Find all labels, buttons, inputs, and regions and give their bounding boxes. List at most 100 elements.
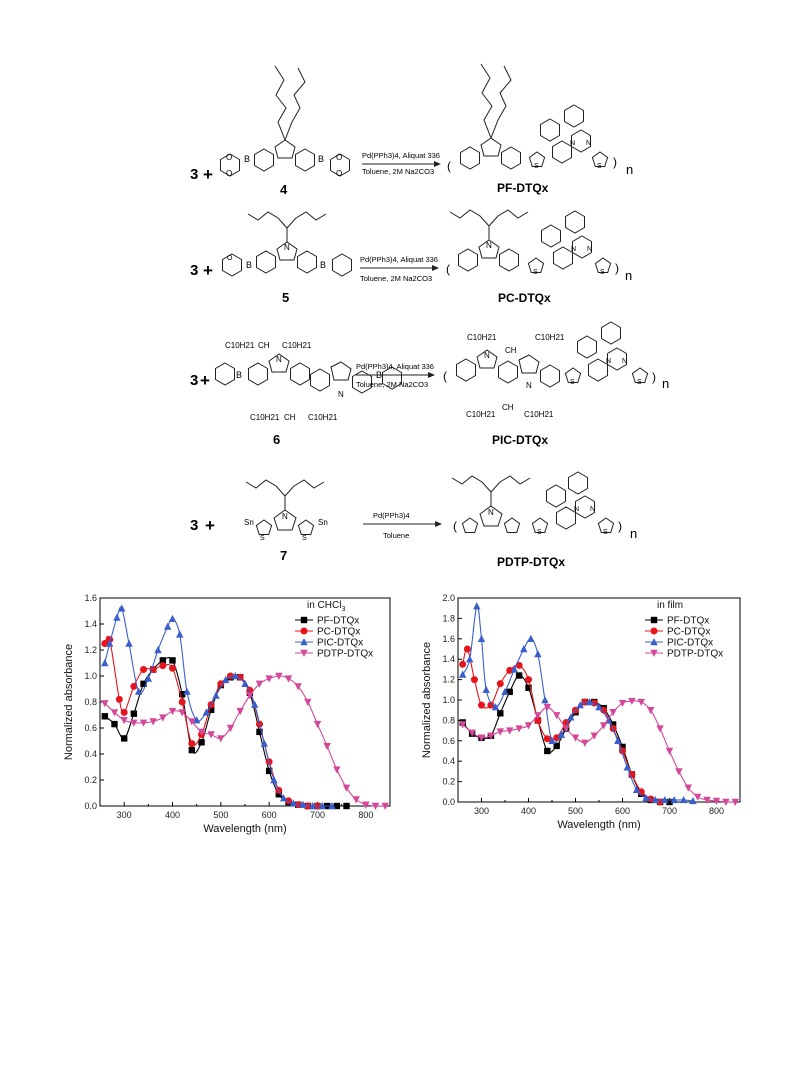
data-point — [477, 734, 486, 742]
y-tick-label: 0.2 — [442, 777, 455, 787]
data-point — [506, 727, 514, 735]
legend-entry: PC-DTQx — [295, 627, 360, 638]
data-point — [515, 725, 523, 733]
data-point — [497, 710, 504, 717]
data-point — [284, 675, 293, 683]
data-point — [731, 798, 739, 806]
reaction-1: 3 + O O B B O O 4 Pd(PPh3)4, Aliquat 336… — [190, 63, 633, 197]
reaction-conditions: Pd(PPh3)4, Aliquat 336 — [360, 255, 438, 264]
data-point — [381, 802, 389, 810]
data-point — [614, 736, 622, 744]
reaction-2: 3 + O B N B 5 Pd(PPh3)4, Aliquat 336 Tol… — [190, 209, 632, 305]
data-point — [308, 802, 317, 810]
data-point — [553, 742, 560, 750]
y-axis-label: Normalized absorbance — [421, 642, 433, 758]
data-point — [585, 698, 594, 706]
data-point — [169, 657, 176, 664]
y-tick-label: 0.6 — [442, 736, 455, 746]
data-point — [666, 798, 673, 806]
legend-entry: PF-DTQx — [295, 616, 359, 627]
legend-entry: PDTP-DTQx — [295, 649, 373, 660]
alkyl-chain: C10H21 — [250, 413, 280, 422]
y-tick-label: 2.0 — [442, 593, 455, 603]
data-point — [637, 698, 645, 707]
series-line — [462, 648, 661, 803]
legend-label: PF-DTQx — [667, 616, 709, 627]
data-point — [294, 683, 302, 691]
oxygen-atom: O — [336, 169, 342, 178]
data-point — [562, 718, 570, 726]
x-tick-label: 500 — [213, 810, 228, 820]
legend-entry: PIC-DTQx — [295, 638, 363, 649]
data-point — [600, 722, 608, 730]
legend-label: PDTP-DTQx — [667, 649, 723, 660]
alkyl-chain: C10H21 — [535, 333, 565, 342]
plus-sign: + — [203, 261, 213, 280]
nitrogen-atom: N — [484, 351, 490, 360]
bracket-left: ( — [443, 369, 447, 383]
data-point — [590, 732, 598, 740]
data-point — [689, 796, 697, 805]
data-point — [105, 639, 114, 647]
legend-title: in film — [657, 600, 683, 611]
data-point — [289, 799, 298, 807]
data-point — [525, 684, 532, 691]
y-tick-label: 0.8 — [442, 715, 455, 725]
data-point — [120, 735, 128, 742]
data-point — [534, 716, 542, 724]
reagent-3: 3 — [190, 166, 198, 183]
data-point — [333, 802, 341, 810]
data-point — [571, 734, 580, 742]
data-point — [207, 731, 215, 739]
data-point — [279, 794, 288, 802]
sulfur-atom: S — [570, 379, 575, 386]
data-point — [101, 640, 109, 647]
reaction-conditions: Toluene — [383, 531, 409, 540]
data-point — [482, 685, 490, 693]
y-tick-label: 0.4 — [84, 749, 97, 759]
data-point — [333, 766, 341, 774]
data-point — [352, 796, 360, 804]
data-point — [642, 793, 650, 802]
reaction-conditions: Pd(PPh3)4, Aliquat 336 — [362, 151, 440, 160]
tin-atom: Sn — [244, 518, 254, 527]
legend-marker — [650, 649, 658, 657]
nitrogen-atom: N — [587, 246, 592, 253]
series-pdtp-dtqx — [459, 697, 739, 806]
legend-label: PIC-DTQx — [317, 638, 363, 649]
repeat-n: n — [626, 162, 633, 177]
data-point — [609, 709, 617, 717]
data-point — [113, 613, 121, 621]
x-tick-label: 400 — [165, 810, 180, 820]
series-line — [462, 605, 694, 802]
legend-marker — [300, 649, 308, 657]
nitrogen-atom: N — [622, 358, 627, 365]
data-point — [562, 725, 570, 733]
reaction-conditions: Pd(PPh3)4 — [373, 511, 410, 520]
data-point — [130, 682, 138, 690]
x-axis-label: Wavelength (nm) — [203, 823, 286, 835]
data-point — [581, 739, 589, 747]
data-point — [178, 698, 186, 706]
data-point — [544, 747, 551, 755]
series-pic-dtqx — [101, 604, 336, 810]
data-point — [130, 710, 138, 717]
legend-entry: PC-DTQx — [645, 627, 710, 638]
ch-group: CH — [258, 341, 270, 350]
data-point — [459, 721, 467, 729]
data-point — [159, 714, 167, 722]
bracket-left: ( — [447, 159, 451, 173]
data-point — [665, 747, 674, 755]
polymer-name: PF-DTQx — [497, 181, 549, 195]
data-point — [661, 795, 669, 804]
x-tick-label: 700 — [662, 806, 677, 816]
reaction-conditions: Toluene, 2M Na2CO3 — [362, 167, 434, 176]
data-point — [466, 655, 474, 663]
legend-label: PC-DTQx — [667, 627, 710, 638]
data-point — [188, 746, 196, 754]
y-tick-label: 0.6 — [84, 723, 97, 733]
data-point — [670, 795, 678, 804]
data-point — [178, 691, 186, 698]
reagent-3: 3 — [190, 372, 198, 389]
y-tick-label: 0.0 — [84, 801, 97, 811]
